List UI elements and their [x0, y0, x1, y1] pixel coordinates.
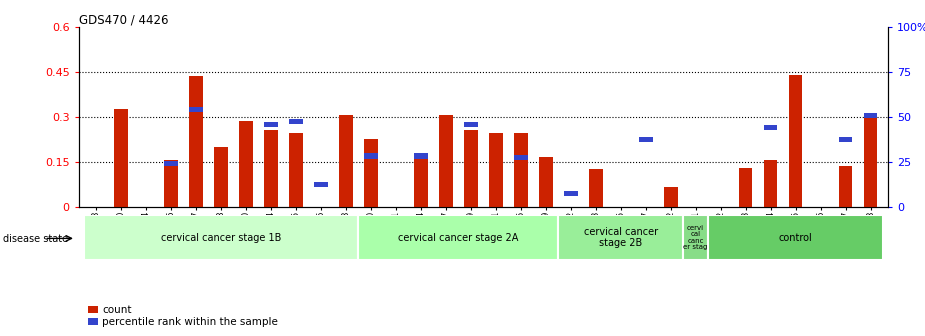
Bar [489, 133, 502, 207]
Bar [464, 130, 477, 207]
Bar [564, 191, 577, 196]
Bar [240, 121, 253, 207]
Text: control: control [779, 233, 812, 243]
Text: cervical cancer stage 2A: cervical cancer stage 2A [398, 233, 519, 243]
Bar [839, 137, 853, 142]
Bar [589, 169, 602, 207]
Bar [314, 182, 327, 187]
Bar [739, 168, 752, 207]
Bar [290, 119, 302, 124]
Text: cervical cancer stage 1B: cervical cancer stage 1B [161, 233, 281, 243]
Bar [514, 155, 527, 160]
Bar [164, 161, 178, 166]
Bar [539, 157, 552, 207]
Bar [789, 75, 803, 207]
Bar [364, 153, 377, 159]
Bar [764, 160, 777, 207]
Bar [864, 117, 878, 207]
Text: cervi
cal
canc
er stag: cervi cal canc er stag [684, 225, 708, 250]
Text: GDS470 / 4426: GDS470 / 4426 [79, 13, 168, 27]
Bar [514, 133, 527, 207]
Legend: count, percentile rank within the sample: count, percentile rank within the sample [89, 305, 278, 327]
Bar [265, 130, 277, 207]
Bar [190, 76, 203, 207]
Text: disease state: disease state [3, 234, 68, 244]
Bar [639, 137, 652, 142]
Bar [414, 154, 427, 207]
Bar [764, 125, 777, 130]
Bar [864, 113, 878, 118]
Bar [559, 215, 684, 260]
Bar [464, 122, 477, 127]
Bar [290, 133, 302, 207]
Bar [339, 115, 352, 207]
Bar [839, 166, 853, 207]
Bar [114, 109, 128, 207]
Bar [439, 115, 452, 207]
Text: cervical cancer
stage 2B: cervical cancer stage 2B [584, 227, 658, 248]
Bar [83, 215, 358, 260]
Bar [265, 122, 277, 127]
Bar [684, 215, 709, 260]
Bar [709, 215, 883, 260]
Bar [364, 139, 377, 207]
Bar [414, 153, 427, 159]
Bar [358, 215, 559, 260]
Bar [164, 160, 178, 207]
Bar [190, 107, 203, 112]
Bar [215, 147, 228, 207]
Bar [664, 187, 677, 207]
